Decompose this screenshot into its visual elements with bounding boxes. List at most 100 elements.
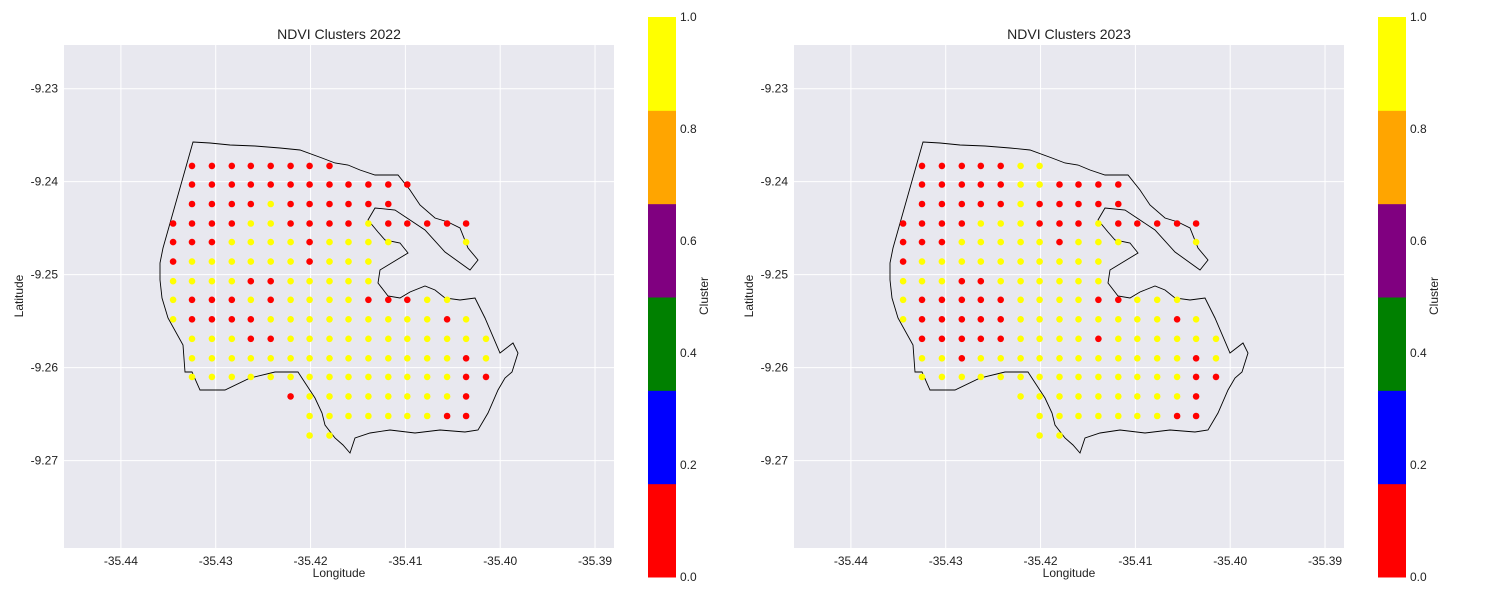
- point-cluster-1: [1153, 412, 1161, 420]
- point-cluster-0: [306, 238, 313, 246]
- x-tick-label: -35.43: [199, 554, 233, 568]
- point-cluster-0: [188, 181, 196, 188]
- point-cluster-1: [267, 373, 275, 381]
- point-cluster-1: [423, 393, 431, 400]
- point-cluster-0: [228, 296, 236, 304]
- point-cluster-1: [1036, 277, 1043, 285]
- y-tick-label: -9.24: [31, 175, 59, 189]
- point-cluster-1: [1134, 335, 1141, 343]
- x-tick-label: -35.40: [483, 554, 517, 568]
- point-cluster-1: [169, 296, 177, 304]
- point-cluster-0: [345, 181, 352, 188]
- point-cluster-1: [482, 335, 490, 343]
- point-cluster-0: [1095, 200, 1102, 208]
- point-cluster-1: [443, 393, 451, 400]
- point-cluster-1: [1036, 296, 1043, 304]
- point-cluster-1: [1095, 393, 1102, 400]
- point-cluster-0: [1173, 316, 1181, 323]
- y-tick-label: -9.27: [761, 454, 789, 468]
- point-cluster-1: [958, 373, 966, 381]
- point-cluster-0: [1075, 200, 1082, 208]
- point-cluster-0: [1075, 181, 1082, 188]
- point-cluster-1: [1036, 316, 1043, 323]
- point-cluster-0: [306, 162, 313, 170]
- point-cluster-1: [247, 220, 255, 227]
- point-cluster-1: [1095, 277, 1102, 285]
- colorbar-tick-label: 0.6: [1410, 234, 1427, 248]
- point-cluster-0: [1192, 393, 1200, 400]
- point-cluster-1: [306, 316, 313, 323]
- point-cluster-1: [306, 393, 313, 400]
- point-cluster-0: [938, 316, 946, 323]
- point-cluster-1: [1173, 373, 1181, 381]
- point-cluster-1: [1095, 258, 1102, 265]
- point-cluster-1: [228, 355, 236, 362]
- point-cluster-0: [958, 296, 966, 304]
- point-cluster-0: [938, 162, 946, 170]
- point-cluster-1: [365, 373, 372, 381]
- point-cluster-1: [1017, 296, 1024, 304]
- point-cluster-1: [1212, 335, 1220, 343]
- point-cluster-0: [938, 220, 946, 227]
- point-cluster-0: [899, 220, 907, 227]
- point-cluster-0: [228, 220, 236, 227]
- point-cluster-1: [423, 355, 431, 362]
- point-cluster-0: [977, 277, 985, 285]
- colorbar-tick-label: 0.0: [1410, 570, 1427, 584]
- point-cluster-1: [287, 355, 294, 362]
- point-cluster-1: [267, 258, 275, 265]
- point-cluster-0: [977, 316, 985, 323]
- point-cluster-1: [188, 335, 196, 343]
- point-cluster-0: [938, 238, 946, 246]
- point-cluster-1: [208, 258, 216, 265]
- point-cluster-1: [287, 238, 294, 246]
- point-cluster-0: [462, 355, 470, 362]
- point-cluster-1: [1153, 393, 1161, 400]
- point-cluster-0: [462, 220, 470, 227]
- point-cluster-1: [997, 355, 1004, 362]
- point-cluster-1: [1134, 412, 1141, 420]
- point-cluster-1: [1056, 432, 1063, 439]
- point-cluster-0: [208, 200, 216, 208]
- point-cluster-1: [1017, 181, 1024, 188]
- point-cluster-1: [899, 316, 907, 323]
- colorbar-band: [1378, 110, 1406, 205]
- point-cluster-1: [208, 355, 216, 362]
- point-cluster-1: [188, 277, 196, 285]
- point-cluster-1: [1056, 335, 1063, 343]
- point-cluster-1: [938, 258, 946, 265]
- point-cluster-1: [326, 432, 333, 439]
- point-cluster-1: [1017, 355, 1024, 362]
- point-cluster-0: [977, 335, 985, 343]
- point-cluster-1: [1153, 355, 1161, 362]
- point-cluster-1: [345, 373, 352, 381]
- point-cluster-0: [1036, 220, 1043, 227]
- point-cluster-1: [365, 355, 372, 362]
- point-cluster-1: [287, 335, 294, 343]
- point-cluster-0: [918, 200, 926, 208]
- point-cluster-1: [345, 258, 352, 265]
- point-cluster-1: [1075, 393, 1082, 400]
- point-cluster-1: [326, 412, 333, 420]
- colorbar-tick-label: 0.8: [1410, 122, 1427, 136]
- point-cluster-1: [169, 316, 177, 323]
- point-cluster-1: [1095, 355, 1102, 362]
- x-tick-label: -35.39: [1308, 554, 1342, 568]
- point-cluster-1: [423, 373, 431, 381]
- point-cluster-0: [958, 335, 966, 343]
- point-cluster-1: [306, 432, 313, 439]
- point-cluster-1: [1192, 238, 1200, 246]
- point-cluster-1: [997, 238, 1004, 246]
- point-cluster-0: [958, 200, 966, 208]
- x-tick-label: -35.43: [929, 554, 963, 568]
- point-cluster-0: [188, 162, 196, 170]
- point-cluster-0: [938, 181, 946, 188]
- colorbar-bands: [648, 17, 676, 578]
- point-cluster-1: [345, 355, 352, 362]
- point-cluster-1: [1056, 277, 1063, 285]
- point-cluster-0: [423, 220, 431, 227]
- point-cluster-1: [1036, 432, 1043, 439]
- point-cluster-1: [423, 412, 431, 420]
- point-cluster-1: [365, 220, 372, 227]
- point-cluster-0: [997, 181, 1004, 188]
